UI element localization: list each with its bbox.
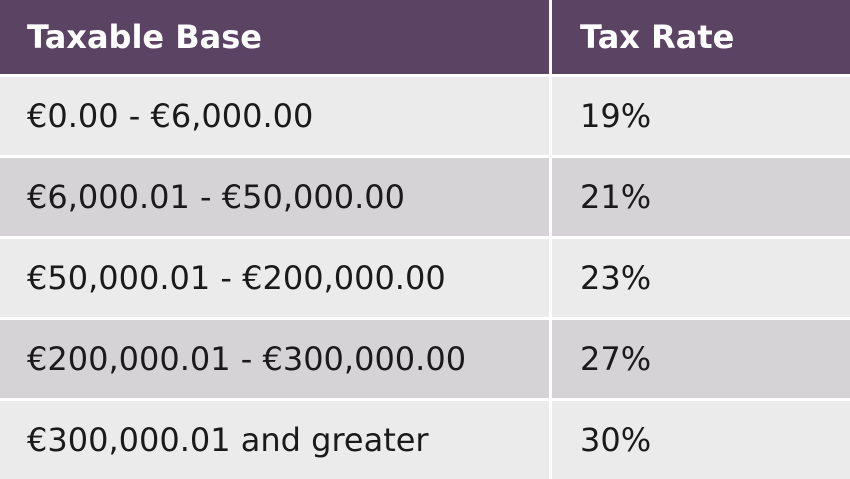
row-5-tax-rate: 30% [552,401,850,479]
header-tax-rate: Tax Rate [552,0,850,74]
row-4-tax-rate: 27% [552,320,850,398]
row-2-taxable-base: €6,000.01 - €50,000.00 [0,158,549,236]
row-5-taxable-base: €300,000.01 and greater [0,401,549,479]
row-1-taxable-base: €0.00 - €6,000.00 [0,77,549,155]
row-3-tax-rate: 23% [552,239,850,317]
row-2-tax-rate: 21% [552,158,850,236]
row-4-taxable-base: €200,000.01 - €300,000.00 [0,320,549,398]
header-taxable-base: Taxable Base [0,0,549,74]
row-3-taxable-base: €50,000.01 - €200,000.00 [0,239,549,317]
row-1-tax-rate: 19% [552,77,850,155]
